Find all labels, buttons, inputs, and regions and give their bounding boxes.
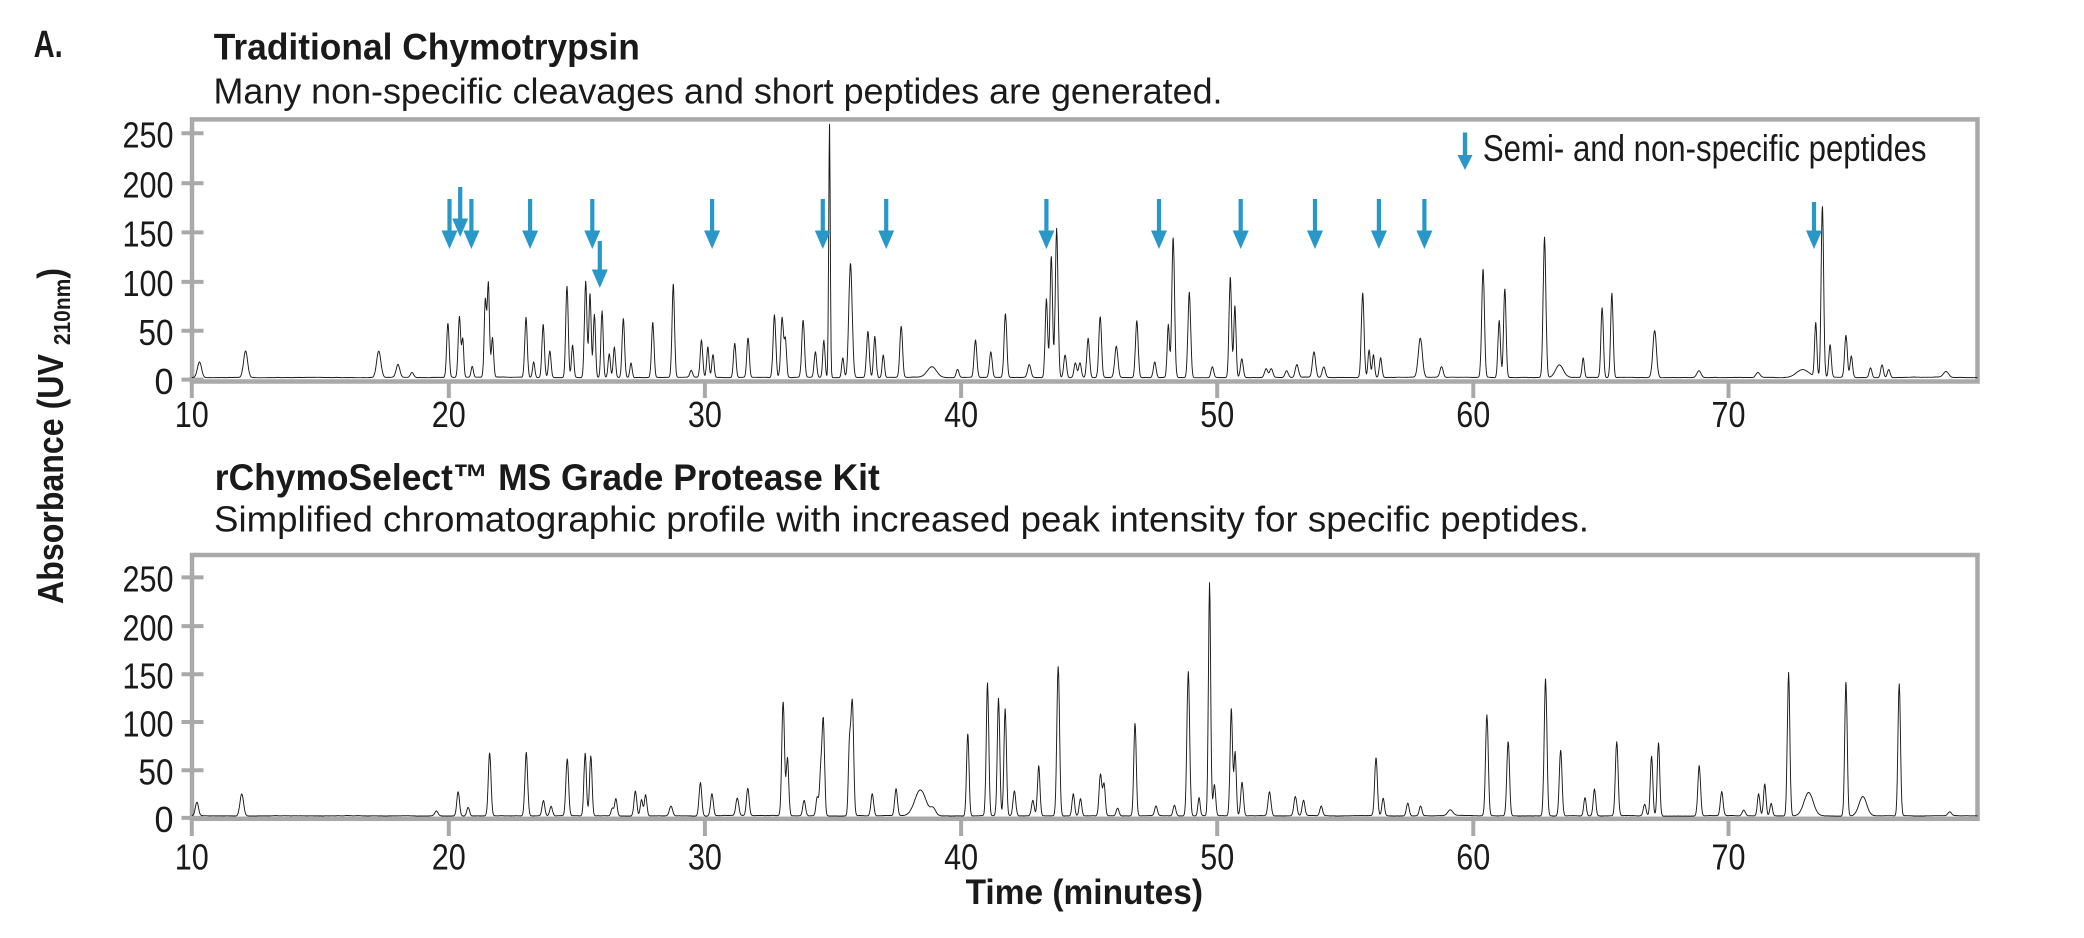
svg-text:250: 250 [123, 559, 174, 600]
svg-text:70: 70 [1712, 394, 1746, 435]
svg-text:Many non-specific cleavages an: Many non-specific cleavages and short pe… [214, 71, 1223, 112]
svg-text:10: 10 [175, 394, 209, 435]
svg-text:Absorbance (UV 210nm): Absorbance (UV 210nm) [30, 268, 75, 604]
svg-text:Traditional Chymotrypsin: Traditional Chymotrypsin [214, 27, 640, 68]
svg-text:70: 70 [1712, 837, 1746, 878]
svg-text:50: 50 [1200, 837, 1234, 878]
svg-text:200: 200 [123, 607, 174, 648]
svg-text:150: 150 [123, 214, 174, 255]
svg-text:A.: A. [34, 24, 63, 66]
svg-text:40: 40 [944, 837, 978, 878]
svg-text:20: 20 [432, 394, 466, 435]
svg-text:50: 50 [139, 312, 174, 353]
svg-text:0: 0 [155, 799, 174, 840]
svg-text:150: 150 [123, 656, 174, 697]
svg-text:100: 100 [123, 703, 174, 744]
svg-text:Semi- and non-specific peptide: Semi- and non-specific peptides [1483, 127, 1927, 169]
svg-text:rChymoSelect™ MS Grade Proteas: rChymoSelect™ MS Grade Protease Kit [215, 457, 880, 498]
svg-text:200: 200 [123, 165, 174, 206]
svg-text:Time (minutes): Time (minutes) [966, 873, 1203, 912]
svg-text:30: 30 [688, 394, 722, 435]
svg-text:50: 50 [1200, 394, 1234, 435]
svg-text:40: 40 [944, 394, 978, 435]
svg-text:10: 10 [175, 837, 209, 878]
svg-text:250: 250 [123, 115, 174, 156]
svg-text:60: 60 [1456, 837, 1490, 878]
svg-text:20: 20 [432, 837, 466, 878]
svg-text:100: 100 [123, 263, 174, 304]
svg-text:0: 0 [155, 361, 174, 402]
svg-text:30: 30 [688, 837, 722, 878]
svg-text:Simplified chromatographic pro: Simplified chromatographic profile with … [214, 499, 1589, 540]
svg-text:50: 50 [139, 752, 174, 793]
svg-text:60: 60 [1456, 394, 1490, 435]
